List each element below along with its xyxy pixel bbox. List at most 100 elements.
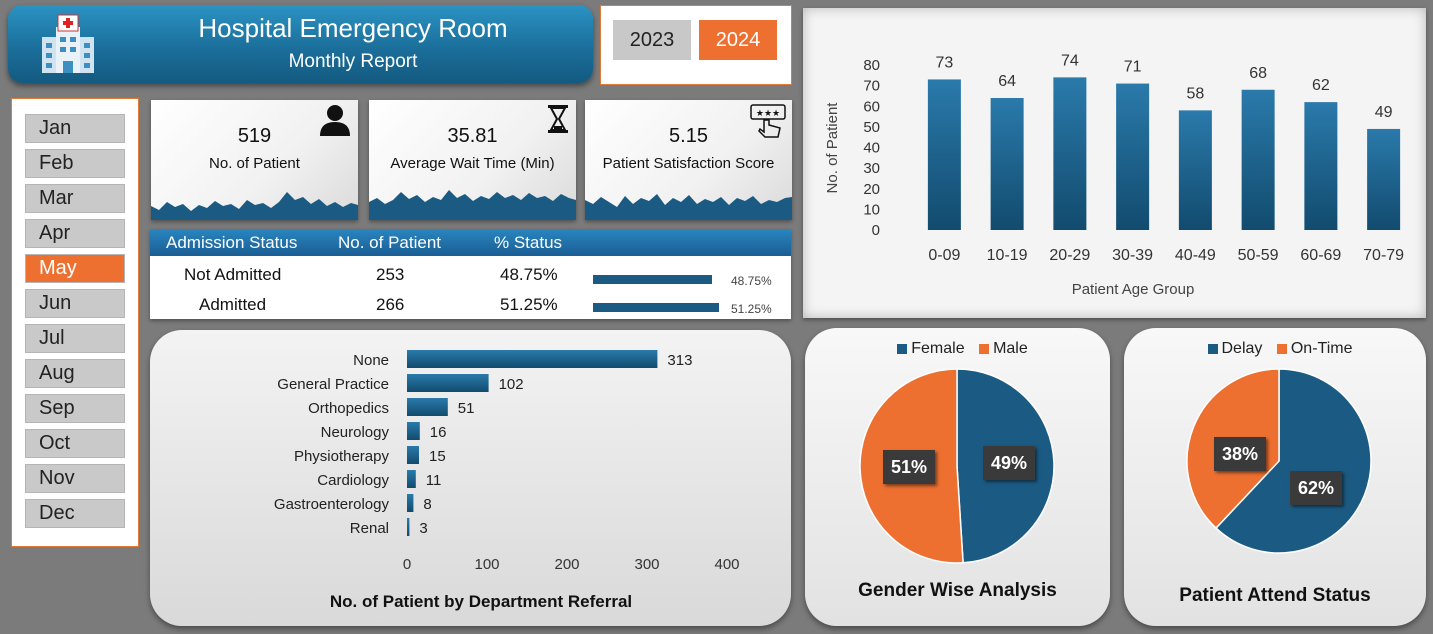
y-tick-label: Renal — [350, 520, 389, 537]
y-tick-label: None — [353, 352, 389, 369]
month-button-oct[interactable]: Oct — [25, 429, 125, 458]
kpi-label: No. of Patient — [209, 155, 300, 172]
chart-legend: Female Male — [805, 340, 1110, 358]
gender-pie-panel: Female Male 49% 51% Gender Wise Analysis — [805, 328, 1110, 626]
chart-legend: Delay On-Time — [1124, 340, 1426, 358]
bar — [407, 350, 658, 368]
year-slicer: 2023 2024 — [600, 5, 792, 85]
data-label: 68 — [1249, 65, 1267, 82]
kpi-value: 35.81 — [447, 125, 498, 147]
y-tick-label: 0 — [872, 222, 880, 239]
department-referral-panel: None 313 General Practice 102 Orthopedics 51 N… — [150, 330, 791, 626]
pie-value-label: 62% — [1290, 471, 1342, 505]
month-button-aug[interactable]: Aug — [25, 359, 125, 388]
column-header: % Status — [494, 233, 563, 252]
month-slicer: Jan Feb Mar Apr May Jun Jul Aug Sep Oct … — [11, 98, 139, 547]
x-tick-label: 30-39 — [1112, 247, 1153, 264]
status-cell: Not Admitted — [184, 265, 282, 284]
legend-swatch — [1276, 343, 1287, 354]
data-label: 8 — [423, 496, 431, 513]
month-button-jan[interactable]: Jan — [25, 114, 125, 143]
percent-cell: 51.25% — [500, 295, 558, 314]
kpi-value: 519 — [237, 125, 272, 147]
legend-label: Female — [911, 340, 965, 357]
pie-value-label: 49% — [983, 446, 1035, 480]
attend-status-pie-panel: Delay On-Time 62% 38% Patient Attend Sta… — [1124, 328, 1426, 626]
column-header: Admission Status — [166, 233, 298, 252]
data-label: 62 — [1312, 77, 1330, 94]
y-tick-label: Gastroenterology — [274, 496, 390, 513]
y-tick-label: Neurology — [321, 424, 390, 441]
legend-label: Delay — [1221, 340, 1263, 357]
count-cell: 266 — [376, 295, 405, 314]
y-tick-label: Cardiology — [317, 472, 389, 489]
bar — [407, 374, 489, 392]
sparkline — [585, 194, 792, 220]
x-tick-label: 0-09 — [928, 247, 960, 264]
x-axis-label: Patient Age Group — [1072, 281, 1195, 298]
y-tick-label: 70 — [863, 78, 880, 95]
bar — [1178, 110, 1212, 230]
y-tick-label: 10 — [863, 201, 880, 218]
bar — [407, 398, 448, 416]
bar — [407, 470, 416, 488]
x-tick-label: 100 — [474, 556, 499, 573]
y-tick-label: Orthopedics — [308, 400, 389, 417]
x-tick-label: 0 — [403, 556, 411, 573]
month-button-may[interactable]: May — [25, 254, 125, 283]
month-button-apr[interactable]: Apr — [25, 219, 125, 248]
bar — [1241, 89, 1275, 230]
month-button-nov[interactable]: Nov — [25, 464, 125, 493]
month-button-feb[interactable]: Feb — [25, 149, 125, 178]
pie-slice — [1214, 368, 1372, 554]
legend-label: On-Time — [1290, 340, 1353, 357]
chart-title: Patient Attend Status — [1179, 585, 1371, 606]
data-label: 49 — [1375, 104, 1393, 121]
chart-title: Gender Wise Analysis — [858, 580, 1057, 601]
legend-swatch — [897, 343, 908, 354]
y-tick-label: General Practice — [277, 376, 389, 393]
bar — [927, 79, 961, 230]
data-label: 73 — [935, 54, 953, 71]
data-label: 74 — [1061, 52, 1079, 69]
chart-title: No. of Patient by Department Referral — [330, 592, 632, 611]
data-label: 51 — [458, 400, 475, 417]
data-label: 3 — [419, 520, 427, 537]
x-tick-label: 70-79 — [1363, 247, 1404, 264]
y-tick-label: 30 — [863, 160, 880, 177]
month-button-dec[interactable]: Dec — [25, 499, 125, 528]
person-icon — [320, 105, 350, 136]
bar — [1304, 102, 1338, 230]
percent-cell: 48.75% — [500, 265, 558, 284]
month-button-mar[interactable]: Mar — [25, 184, 125, 213]
table-header: Admission Status No. of Patient % Status — [150, 229, 791, 256]
percent-bar-label: 48.75% — [731, 274, 772, 288]
pie-value-label: 51% — [883, 450, 935, 484]
data-label: 15 — [429, 448, 446, 465]
rating-hand-icon: ★★★ — [750, 104, 786, 138]
bar — [1116, 83, 1150, 230]
month-button-sep[interactable]: Sep — [25, 394, 125, 423]
year-button-2024[interactable]: 2024 — [699, 20, 777, 60]
report-header: Hospital Emergency Room Monthly Report — [8, 5, 593, 83]
bar — [1367, 128, 1401, 230]
kpi-card-satisfaction: ★★★ 5.15 Patient Satisfaction Score — [585, 100, 792, 220]
sparkline — [369, 190, 576, 220]
sparkline — [151, 192, 358, 220]
month-button-jun[interactable]: Jun — [25, 289, 125, 318]
kpi-label: Average Wait Time (Min) — [390, 155, 555, 172]
percent-bar-label: 51.25% — [731, 302, 772, 316]
bar — [1053, 77, 1087, 230]
kpi-value: 5.15 — [669, 125, 708, 147]
data-label: 11 — [426, 472, 442, 489]
data-label: 313 — [667, 352, 692, 369]
count-cell: 253 — [376, 265, 405, 284]
y-tick-label: 60 — [863, 98, 880, 115]
year-button-2023[interactable]: 2023 — [613, 20, 691, 60]
x-tick-label: 50-59 — [1238, 247, 1279, 264]
month-button-jul[interactable]: Jul — [25, 324, 125, 353]
data-label: 16 — [430, 424, 447, 441]
page-title: Hospital Emergency Room — [198, 13, 508, 43]
bar — [407, 446, 419, 464]
y-tick-label: 20 — [863, 181, 880, 198]
